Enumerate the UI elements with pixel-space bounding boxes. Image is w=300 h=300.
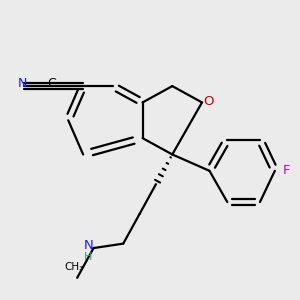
Text: N: N bbox=[83, 239, 93, 252]
Text: O: O bbox=[203, 95, 214, 108]
Text: H: H bbox=[84, 252, 92, 262]
Text: CH₃: CH₃ bbox=[64, 262, 84, 272]
Text: N: N bbox=[17, 77, 27, 90]
Text: F: F bbox=[282, 164, 290, 177]
Text: C: C bbox=[47, 77, 56, 90]
